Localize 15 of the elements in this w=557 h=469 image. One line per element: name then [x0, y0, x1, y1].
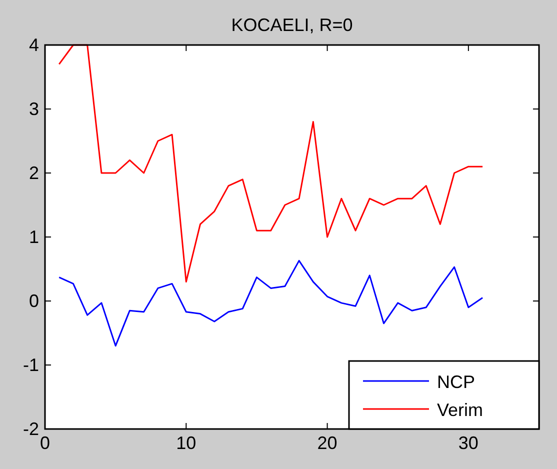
- y-tick-label: 3: [28, 99, 39, 119]
- y-tick-label: -1: [22, 355, 39, 375]
- x-tick-label: 30: [458, 433, 478, 453]
- y-tick-label: 0: [28, 291, 39, 311]
- y-tick-label: 4: [28, 35, 39, 55]
- chart-title: KOCAELI, R=0: [231, 15, 353, 35]
- y-tick-label: 2: [28, 163, 39, 183]
- legend-label: Verim: [437, 400, 484, 420]
- line-series: [58, 260, 484, 347]
- y-tick-label: 1: [28, 227, 39, 247]
- y-tick-label: -2: [22, 419, 39, 439]
- legend-label: NCP: [437, 372, 476, 392]
- x-tick-label: 10: [176, 433, 196, 453]
- x-tick-label: 20: [317, 433, 338, 453]
- line-series: [58, 44, 484, 283]
